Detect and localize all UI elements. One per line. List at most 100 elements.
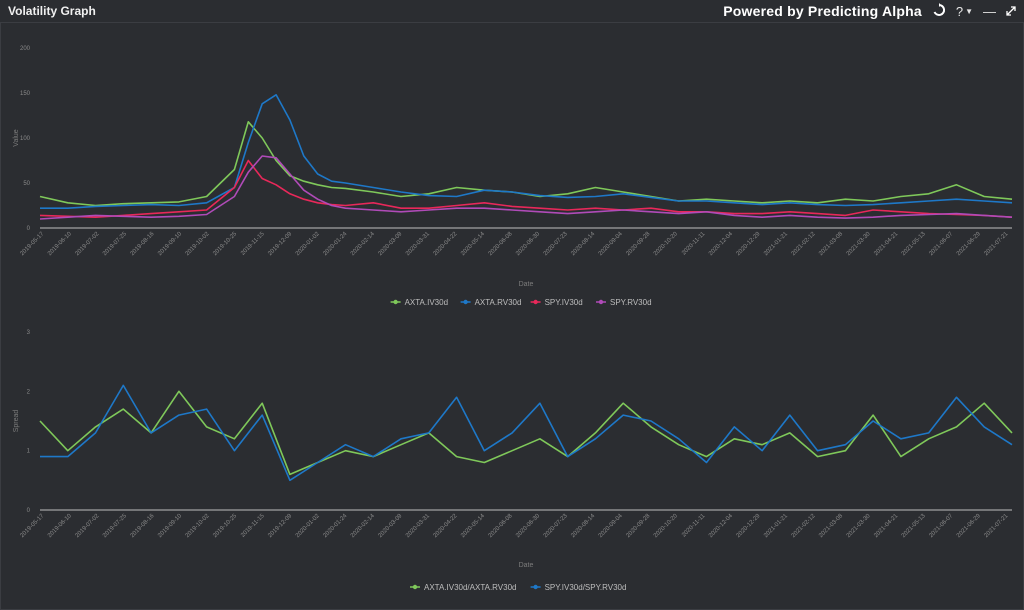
- legend-item[interactable]: AXTA.IV30d: [390, 298, 448, 307]
- x-tick-label: 2019-10-02: [185, 231, 211, 257]
- x-tick-label: 2021-03-08: [818, 513, 844, 539]
- x-tick-label: 2021-07-21: [983, 513, 1009, 539]
- legend-marker: [533, 584, 538, 590]
- y-axis-title: Spread: [13, 410, 20, 433]
- x-tick-label: 2019-06-10: [47, 513, 73, 539]
- x-tick-label: 2020-12-29: [736, 513, 762, 539]
- legend-marker: [393, 299, 398, 305]
- x-tick-label: 2021-04-21: [873, 513, 899, 539]
- series-line[interactable]: [40, 384, 1013, 482]
- x-tick-label: 2020-09-04: [598, 231, 624, 257]
- x-tick-label: 2020-06-08: [488, 231, 514, 257]
- legend-marker: [533, 299, 538, 305]
- x-tick-label: 2021-06-07: [928, 513, 954, 539]
- x-tick-label: 2020-04-22: [433, 513, 459, 539]
- x-tick-label: 2021-01-21: [763, 513, 789, 539]
- help-menu-button[interactable]: ? ▼: [956, 4, 973, 19]
- chevron-down-icon: ▼: [965, 6, 973, 16]
- x-tick-label: 2021-04-21: [873, 231, 899, 257]
- x-tick-label: 2020-06-08: [488, 513, 514, 539]
- x-tick-label: 2020-12-04: [708, 231, 734, 257]
- legend-marker: [598, 299, 604, 305]
- legend-item[interactable]: AXTA.RV30d: [460, 298, 522, 307]
- x-tick-label: 2019-05-17: [19, 231, 45, 257]
- x-tick-label: 2021-05-13: [901, 513, 927, 539]
- x-tick-label: 2020-06-30: [515, 231, 541, 257]
- expand-icon[interactable]: [1006, 4, 1016, 19]
- legend-label: SPY.IV30d/SPY.RV30d: [545, 583, 627, 592]
- x-tick-label: 2021-06-29: [956, 231, 982, 257]
- legend-label: AXTA.IV30d/AXTA.RV30d: [424, 583, 517, 592]
- x-tick-label: 2020-09-04: [598, 513, 624, 539]
- x-tick-label: 2019-07-25: [102, 513, 128, 539]
- x-tick-label: 2020-03-09: [378, 513, 404, 539]
- x-tick-label: 2020-01-02: [295, 513, 321, 539]
- x-tick-label: 2020-08-14: [570, 513, 596, 539]
- x-tick-label: 2021-06-07: [928, 231, 954, 257]
- x-tick-label: 2019-05-17: [19, 513, 45, 539]
- x-tick-label: 2019-09-10: [157, 231, 183, 257]
- window-title: Volatility Graph: [8, 4, 96, 18]
- legend-item[interactable]: SPY.RV30d: [596, 298, 652, 307]
- legend-item[interactable]: SPY.IV30d: [530, 298, 583, 307]
- y-tick-label: 0: [27, 226, 31, 232]
- x-tick-label: 2019-07-02: [75, 513, 101, 539]
- x-tick-label: 2019-08-16: [130, 231, 156, 257]
- x-tick-label: 2019-10-02: [185, 513, 211, 539]
- x-tick-label: 2020-08-14: [570, 231, 596, 257]
- x-tick-label: 2020-07-23: [543, 231, 569, 257]
- x-tick-label: 2020-02-14: [350, 513, 376, 539]
- series-line[interactable]: [39, 159, 1013, 218]
- y-tick-label: 200: [20, 46, 31, 52]
- x-tick-label: 2021-01-21: [763, 231, 789, 257]
- spread-chart: 0 1 2 3 Spread 2019-05-17 2019-06-10 2019-07-02…: [13, 330, 1013, 592]
- y-tick-label: 2: [27, 389, 31, 395]
- x-tick-label: 2019-12-09: [267, 231, 293, 257]
- series-line[interactable]: [39, 390, 1013, 476]
- x-tick-label: 2021-03-08: [818, 231, 844, 257]
- legend-item[interactable]: SPY.IV30d/SPY.RV30d: [530, 583, 627, 592]
- x-tick-label: 2021-05-13: [901, 231, 927, 257]
- x-tick-label: 2019-10-25: [212, 513, 238, 539]
- minimize-icon[interactable]: —: [983, 3, 996, 19]
- x-tick-label: 2020-03-31: [405, 513, 431, 539]
- legend-label: SPY.RV30d: [610, 298, 652, 307]
- powered-by-label: Powered by Predicting Alpha: [723, 3, 922, 19]
- x-tick-label: 2019-07-02: [75, 231, 101, 257]
- x-tick-label: 2020-04-22: [433, 231, 459, 257]
- legend-label: SPY.IV30d: [545, 298, 583, 307]
- x-tick-label: 2021-03-30: [846, 231, 872, 257]
- y-tick-label: 3: [27, 330, 31, 336]
- x-tick-label: 2020-09-28: [625, 231, 651, 257]
- y-tick-label: 100: [20, 136, 31, 142]
- legend-marker: [412, 584, 418, 590]
- legend-item[interactable]: AXTA.IV30d/AXTA.RV30d: [410, 583, 517, 592]
- legend-label: AXTA.IV30d: [405, 298, 448, 307]
- x-tick-label: 2020-03-31: [405, 231, 431, 257]
- title-bar: Volatility Graph Powered by Predicting A…: [0, 0, 1024, 22]
- x-tick-label: 2021-02-12: [791, 513, 817, 539]
- x-tick-label: 2020-03-09: [378, 231, 404, 257]
- x-tick-label: 2020-12-29: [736, 231, 762, 257]
- x-tick-label: 2019-10-25: [212, 231, 238, 257]
- x-tick-label: 2020-01-24: [322, 231, 348, 257]
- legend-label: AXTA.RV30d: [475, 298, 522, 307]
- series-line[interactable]: [39, 155, 1013, 220]
- x-tick-label: 2020-05-14: [460, 231, 486, 257]
- x-tick-label: 2019-11-15: [240, 231, 266, 257]
- refresh-icon[interactable]: [932, 2, 946, 20]
- x-tick-label: 2021-07-21: [983, 231, 1009, 257]
- x-tick-label: 2020-09-28: [625, 513, 651, 539]
- help-label: ?: [955, 3, 964, 19]
- y-tick-label: 50: [23, 181, 30, 187]
- x-tick-label: 2021-03-30: [846, 513, 872, 539]
- series-line[interactable]: [40, 94, 1013, 209]
- x-tick-label: 2019-09-10: [157, 513, 183, 539]
- x-tick-label: 2020-02-14: [350, 231, 376, 257]
- x-tick-label: 2019-11-15: [240, 513, 266, 539]
- y-tick-label: 1: [27, 449, 31, 455]
- x-tick-label: 2020-11-11: [681, 513, 707, 539]
- series-line[interactable]: [39, 121, 1013, 207]
